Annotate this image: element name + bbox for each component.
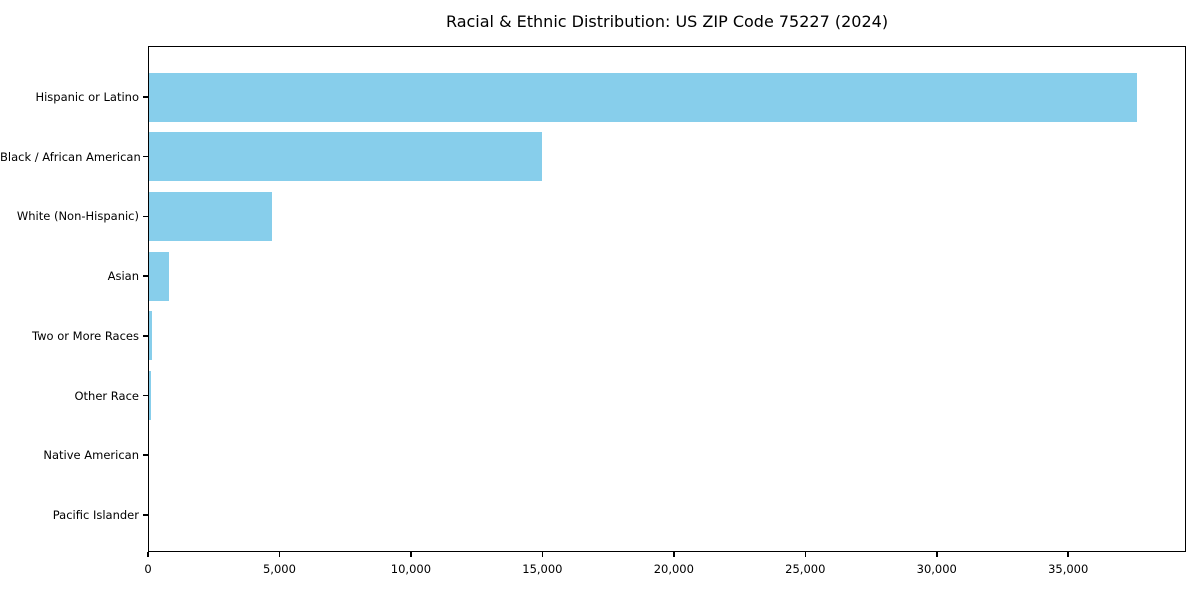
x-tick (541, 552, 544, 557)
chart-title: Racial & Ethnic Distribution: US ZIP Cod… (445, 12, 889, 31)
y-tick (143, 155, 148, 158)
x-tick (147, 552, 149, 557)
x-axis-tick-label: 5,000 (262, 562, 296, 576)
x-tick (278, 552, 281, 557)
x-axis-tick-label: 15,000 (522, 562, 563, 576)
x-axis-tick-label: 35,000 (1048, 562, 1089, 576)
y-tick (143, 275, 148, 277)
x-tick (410, 552, 412, 557)
y-tick (143, 335, 148, 337)
x-axis-tick-label: 0 (144, 562, 152, 576)
x-axis-tick-label: 20,000 (653, 562, 694, 576)
x-tick (804, 552, 807, 557)
y-axis-label: Native American (43, 448, 139, 463)
bar-two-or-more-races (149, 311, 153, 361)
y-axis-label: Hispanic or Latino (35, 90, 139, 104)
bar-black-african-american (149, 132, 543, 182)
y-axis-label: Asian (107, 269, 139, 284)
x-tick (673, 552, 675, 557)
plot-area (148, 46, 1186, 552)
bar-hispanic-or-latino (149, 72, 1137, 122)
x-tick (1067, 552, 1069, 557)
y-tick (143, 394, 148, 397)
y-tick (143, 215, 148, 218)
y-tick (143, 454, 148, 456)
y-tick (143, 514, 148, 516)
y-tick (143, 96, 148, 98)
x-tick (936, 552, 938, 557)
x-axis-tick-label: 25,000 (785, 562, 826, 576)
y-axis-label: Black / African American (0, 149, 141, 164)
y-axis-label: Other Race (74, 388, 140, 403)
x-axis-tick-label: 30,000 (916, 562, 957, 576)
y-axis-label: White (Non-Hispanic) (16, 209, 139, 224)
x-axis-tick-label: 10,000 (390, 562, 432, 576)
bar-other-race (149, 371, 152, 420)
y-axis-label: Pacific Islander (52, 507, 139, 522)
bar-asian (149, 251, 169, 301)
y-axis-label: Two or More Races (32, 328, 139, 343)
bar-white-non-hispanic (149, 191, 272, 241)
